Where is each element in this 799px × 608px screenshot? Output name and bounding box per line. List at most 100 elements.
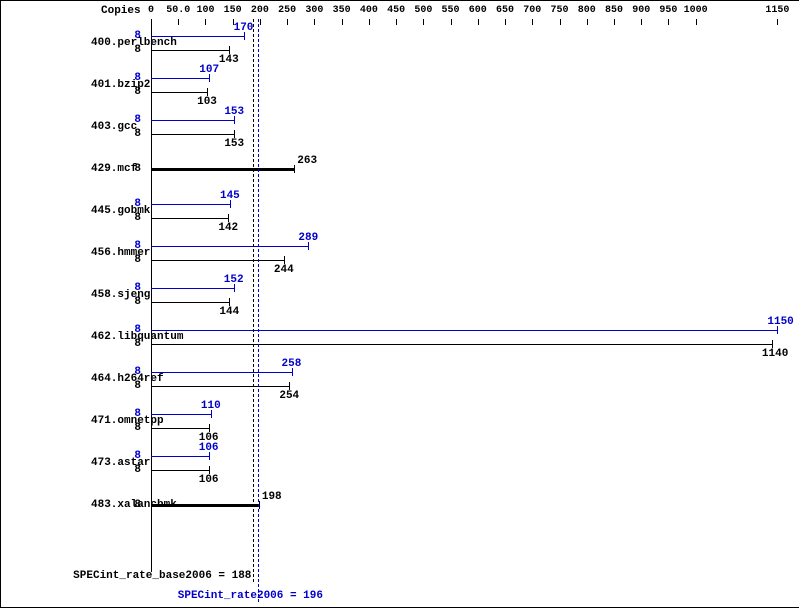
- axis-tick: [641, 19, 642, 25]
- copies-base: 8: [121, 499, 141, 511]
- axis-tick-label: 1150: [765, 5, 789, 16]
- bar-end-tick: [209, 466, 210, 474]
- value-base: 153: [224, 138, 244, 150]
- bar-base: [151, 428, 209, 429]
- value-peak: 107: [199, 64, 219, 76]
- value-peak: 110: [201, 400, 221, 412]
- value-peak: 1150: [767, 316, 793, 328]
- bar-peak: [151, 414, 211, 415]
- copies-base: 8: [121, 128, 141, 140]
- ref-line-peak: [258, 19, 259, 602]
- value-base: 1140: [762, 348, 788, 360]
- bar-end-tick: [284, 256, 285, 264]
- axis-tick-label: 250: [278, 5, 296, 16]
- axis-tick: [287, 19, 288, 25]
- axis-tick-label: 650: [496, 5, 514, 16]
- axis-tick-label: 750: [550, 5, 568, 16]
- copies-peak: 8: [121, 324, 141, 336]
- copies-peak: 8: [121, 366, 141, 378]
- bar-peak: [151, 78, 209, 79]
- bar-end-tick: [772, 340, 773, 348]
- bar-base: [151, 344, 772, 345]
- axis-tick: [314, 19, 315, 25]
- axis-tick-label: 800: [578, 5, 596, 16]
- bar-end-tick: [229, 298, 230, 306]
- axis-tick: [396, 19, 397, 25]
- value-peak: 145: [220, 190, 240, 202]
- axis-tick-label: 850: [605, 5, 623, 16]
- copies-peak: 8: [121, 240, 141, 252]
- summary-base: SPECint_rate_base2006 = 188: [73, 570, 251, 582]
- copies-base: 8: [121, 338, 141, 350]
- bar-peak: [151, 246, 308, 247]
- axis-tick-label: 50.0: [166, 5, 190, 16]
- axis-tick-label: 950: [659, 5, 677, 16]
- bar-peak: [151, 120, 234, 121]
- axis-tick: [423, 19, 424, 25]
- bar-end-tick: [209, 424, 210, 432]
- copies-base: 8: [121, 163, 141, 175]
- bar-peak: [151, 456, 209, 457]
- axis-tick: [205, 19, 206, 25]
- copies-peak: 8: [121, 72, 141, 84]
- ref-line-base: [253, 19, 254, 582]
- value-peak: 153: [224, 106, 244, 118]
- bar-peak: [151, 36, 244, 37]
- copies-peak: 8: [121, 450, 141, 462]
- axis-tick-label: 450: [387, 5, 405, 16]
- value-base: 254: [279, 390, 299, 402]
- copies-header: Copies: [101, 5, 141, 17]
- axis-tick: [342, 19, 343, 25]
- summary-peak: SPECint_rate2006 = 196: [178, 590, 323, 602]
- bar-end-tick: [294, 165, 295, 173]
- value-base: 198: [262, 491, 282, 503]
- value-peak: 170: [234, 22, 254, 34]
- bar-peak: [151, 330, 777, 331]
- axis-tick: [614, 19, 615, 25]
- axis-tick-label: 700: [523, 5, 541, 16]
- bar-peak: [151, 372, 292, 373]
- bar-end-tick: [228, 214, 229, 222]
- copies-base: 8: [121, 380, 141, 392]
- bar-base: [151, 260, 284, 261]
- bar-base: [151, 168, 294, 171]
- value-base: 263: [297, 155, 317, 167]
- bar-base: [151, 302, 229, 303]
- bar-peak: [151, 204, 230, 205]
- value-base: 106: [199, 474, 219, 486]
- copies-peak: 8: [121, 408, 141, 420]
- value-peak: 289: [298, 232, 318, 244]
- axis-tick: [505, 19, 506, 25]
- copies-base: 8: [121, 254, 141, 266]
- axis-tick: [668, 19, 669, 25]
- value-base: 142: [218, 222, 238, 234]
- value-base: 143: [219, 54, 239, 66]
- axis-tick-label: 150: [224, 5, 242, 16]
- bar-base: [151, 218, 228, 219]
- axis-tick-label: 200: [251, 5, 269, 16]
- copies-peak: 8: [121, 30, 141, 42]
- bar-base: [151, 470, 209, 471]
- axis-tick-label: 350: [333, 5, 351, 16]
- bar-end-tick: [207, 88, 208, 96]
- bar-end-tick: [259, 501, 260, 509]
- axis-tick: [560, 19, 561, 25]
- copies-base: 8: [121, 464, 141, 476]
- copies-base: 8: [121, 422, 141, 434]
- bar-end-tick: [289, 382, 290, 390]
- bar-end-tick: [229, 46, 230, 54]
- copies-base: 8: [121, 86, 141, 98]
- axis-tick: [696, 19, 697, 25]
- axis-tick-label: 900: [632, 5, 650, 16]
- bar-base: [151, 386, 289, 387]
- copies-peak: 8: [121, 114, 141, 126]
- axis-tick: [532, 19, 533, 25]
- axis-tick: [178, 19, 179, 25]
- bar-base: [151, 50, 229, 51]
- axis-tick: [478, 19, 479, 25]
- axis-tick-label: 1000: [684, 5, 708, 16]
- axis-tick-label: 600: [469, 5, 487, 16]
- axis-tick-label: 300: [305, 5, 323, 16]
- value-peak: 106: [199, 442, 219, 454]
- copies-base: 8: [121, 296, 141, 308]
